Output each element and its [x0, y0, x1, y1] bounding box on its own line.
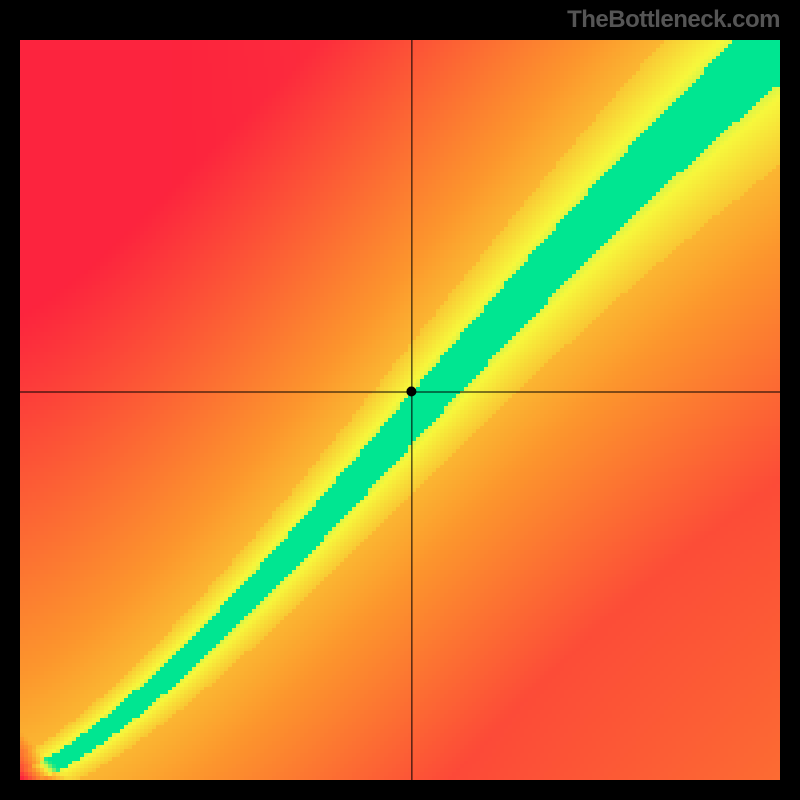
watermark-text: TheBottleneck.com — [567, 6, 780, 34]
chart-container: TheBottleneck.com — [0, 0, 800, 800]
heatmap-canvas — [20, 40, 780, 780]
heatmap-plot — [20, 40, 780, 780]
